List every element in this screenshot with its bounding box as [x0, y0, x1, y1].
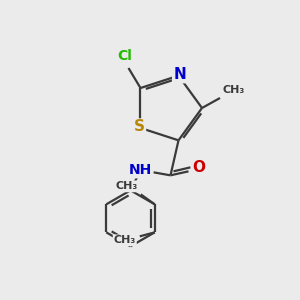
Text: CH₃: CH₃: [116, 181, 138, 191]
Text: N: N: [173, 67, 186, 82]
Text: CH₃: CH₃: [223, 85, 245, 95]
Text: CH₃: CH₃: [114, 235, 136, 245]
Text: O: O: [192, 160, 205, 175]
Text: Cl: Cl: [117, 49, 132, 63]
Text: S: S: [134, 119, 145, 134]
Text: NH: NH: [129, 163, 152, 177]
